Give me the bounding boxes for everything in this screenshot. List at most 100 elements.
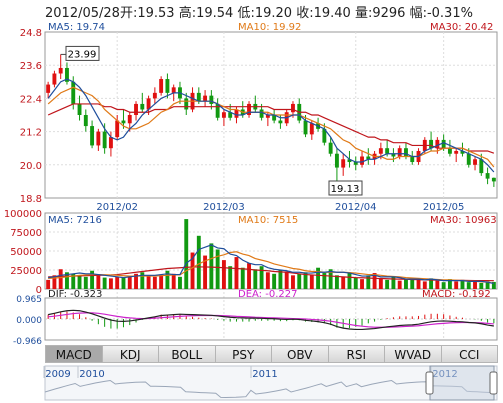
- volume-bar: [247, 263, 251, 289]
- price-tick-label: 20.0: [20, 161, 42, 172]
- volume-bar: [466, 282, 471, 289]
- tab-boll[interactable]: BOLL: [159, 345, 216, 363]
- tab-cci[interactable]: CCI: [441, 345, 498, 363]
- volume-bar: [134, 273, 138, 289]
- volume-bar: [228, 266, 233, 289]
- volume-bar: [360, 279, 364, 289]
- volume-bar: [115, 276, 120, 289]
- candle-body: [77, 103, 82, 115]
- candle-body: [140, 103, 145, 110]
- candle-body: [272, 115, 277, 121]
- candle-body: [404, 148, 408, 157]
- candle-body: [108, 137, 113, 149]
- volume-legend-ma30: MA30: 10963: [430, 215, 497, 226]
- volume-bar: [203, 255, 208, 289]
- tab-obv[interactable]: OBV: [272, 345, 329, 363]
- candle-body: [466, 153, 471, 165]
- volume-bar: [341, 276, 346, 289]
- volume-bar: [65, 272, 69, 289]
- date-tick-label: 2012/03: [203, 202, 245, 213]
- timeline-overview-line: [44, 379, 498, 399]
- volume-bar: [491, 281, 496, 289]
- volume-legend-ma5: MA5: 7216: [48, 215, 102, 226]
- candle-body: [360, 156, 364, 165]
- header-date: 2012/05/28: [45, 6, 120, 21]
- header-open: 19.53: [137, 6, 175, 21]
- macd-legend-dif: DIF: -0.323: [48, 289, 102, 300]
- volume-bar: [209, 243, 214, 289]
- volume-bar: [102, 277, 107, 289]
- candle-body: [121, 120, 126, 124]
- volume-bar: [83, 276, 88, 289]
- tab-psy[interactable]: PSY: [215, 345, 272, 363]
- volume-bar: [473, 280, 477, 289]
- volume-bar: [184, 219, 189, 289]
- volume-bar: [447, 279, 452, 289]
- candle-body: [454, 150, 459, 154]
- candle-body: [385, 148, 390, 154]
- candle-body: [196, 92, 201, 102]
- volume-bar: [140, 272, 145, 289]
- candle-body: [228, 112, 233, 118]
- timeline-left-handle[interactable]: [425, 371, 434, 395]
- tab-kdj[interactable]: KDJ: [102, 345, 159, 363]
- timeline-year-label: 2011: [252, 369, 277, 380]
- volume-bar: [291, 275, 295, 289]
- volume-bar: [77, 276, 82, 289]
- candle-body: [115, 120, 120, 138]
- date-tick-label: 2012/05: [423, 202, 465, 213]
- tab-rsi[interactable]: RSI: [328, 345, 385, 363]
- volume-bar: [429, 278, 434, 289]
- volume-bar: [353, 277, 358, 289]
- timeline-navigator[interactable]: 2009201020112012: [43, 365, 498, 401]
- high-annotation-box: [65, 45, 100, 61]
- legend-ma30: MA30: 20.42: [430, 22, 493, 33]
- price-tick-label: 23.6: [20, 61, 42, 72]
- volume-bar: [378, 278, 383, 289]
- date-tick-label: 2012/04: [335, 202, 377, 213]
- low-annotation-box: [328, 180, 363, 196]
- volume-bar: [297, 273, 302, 289]
- volume-tick-label: 25000: [10, 266, 42, 277]
- price-tick-label: 22.4: [20, 94, 42, 105]
- header-low: 19.20: [254, 6, 293, 21]
- volume-bar: [347, 272, 352, 289]
- volume-bar: [190, 252, 195, 289]
- header-open-label: 开:: [119, 6, 138, 21]
- macd-legend-macd: MACD: -0.192: [422, 289, 491, 300]
- ma10-line: [47, 86, 495, 168]
- candle-body: [347, 159, 352, 163]
- candle-body: [146, 98, 151, 110]
- volume-bar: [485, 281, 490, 289]
- header-volume: 9296: [372, 6, 406, 21]
- price-frame: [44, 31, 498, 199]
- volume-ma10-line: [48, 251, 494, 284]
- volume-tick-label: 0: [36, 285, 42, 296]
- volume-bar: [90, 270, 95, 289]
- volume-bar: [58, 269, 63, 289]
- candle-body: [378, 148, 383, 154]
- volume-bar: [372, 273, 377, 289]
- volume-tick-label: 50000: [10, 247, 42, 258]
- tab-wvad[interactable]: WVAD: [385, 345, 442, 363]
- volume-bar: [221, 260, 226, 289]
- volume-bar: [460, 279, 465, 289]
- candle-body: [435, 139, 440, 149]
- tab-macd[interactable]: MACD: [45, 345, 103, 363]
- volume-bar: [127, 276, 132, 289]
- header-close-label: 收:: [296, 6, 314, 21]
- candle-body: [209, 95, 214, 104]
- candle-body: [165, 79, 170, 93]
- volume-bar: [108, 278, 113, 289]
- candle-body: [171, 87, 176, 93]
- quote-header: 2012/05/28开:19.53 高:19.54 低:19.20 收:19.4…: [45, 2, 473, 21]
- candle-body: [159, 79, 164, 93]
- candle-body: [102, 131, 107, 149]
- candle-body: [391, 153, 396, 157]
- timeline-right-handle[interactable]: [489, 371, 498, 395]
- candle-body: [460, 150, 465, 154]
- price-tick-label: 24.8: [20, 28, 42, 39]
- high-annotation-label: 23.99: [68, 49, 97, 60]
- timeline-selection-window[interactable]: [429, 365, 495, 401]
